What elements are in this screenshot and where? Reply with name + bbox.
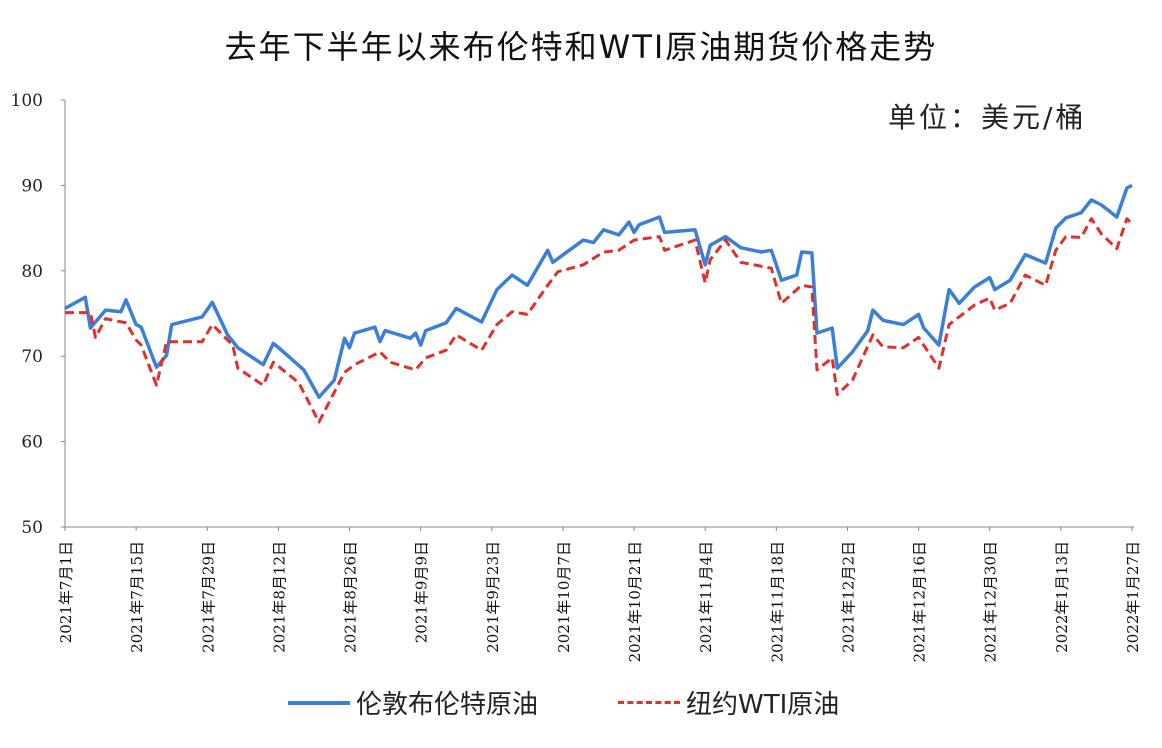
- x-tick-label: 2021年9月23日: [484, 541, 502, 653]
- y-tick-label: 90: [21, 176, 43, 196]
- y-tick-label: 100: [11, 91, 43, 111]
- legend-item-brent: 伦敦布伦特原油: [288, 684, 538, 721]
- legend-label-brent: 伦敦布伦特原油: [356, 690, 539, 720]
- x-tick-label: 2021年7月15日: [128, 541, 146, 653]
- legend-label-wti: 纽约WTI原油: [686, 690, 840, 720]
- x-tick-label: 2021年12月16日: [911, 541, 929, 662]
- x-tick-label: 2021年7月1日: [57, 541, 75, 643]
- legend-swatch-brent: [288, 700, 350, 705]
- y-tick-label: 50: [21, 518, 43, 538]
- chart-title: 去年下半年以来布伦特和WTI原油期货价格走势: [224, 28, 938, 66]
- y-tick-label: 80: [21, 262, 43, 282]
- x-tick-label: 2021年12月30日: [982, 541, 1000, 662]
- y-tick-label: 60: [21, 433, 43, 453]
- x-tick-label: 2022年1月27日: [1124, 541, 1142, 653]
- x-tick-label: 2022年1月13日: [1053, 541, 1071, 653]
- x-tick-label: 2021年8月12日: [270, 541, 288, 653]
- x-tick-label: 2021年12月2日: [839, 541, 857, 653]
- unit-label: 单位：美元/桶: [888, 101, 1087, 134]
- x-tick-label: 2021年7月29日: [199, 541, 217, 653]
- y-tick-label: 70: [21, 347, 43, 367]
- x-tick-label: 2021年9月9日: [413, 541, 431, 643]
- x-tick-label: 2021年11月4日: [697, 541, 715, 653]
- x-tick-label: 2021年11月18日: [768, 541, 786, 662]
- x-tick-label: 2021年10月7日: [555, 541, 573, 653]
- x-tick-label: 2021年8月26日: [342, 541, 360, 653]
- wti-series-line: [65, 217, 1134, 424]
- brent-series-line: [64, 183, 1133, 399]
- legend-item-wti: 纽约WTI原油: [618, 684, 839, 721]
- x-tick-label: 2021年10月21日: [626, 541, 644, 662]
- legend-swatch-wti: [618, 701, 680, 704]
